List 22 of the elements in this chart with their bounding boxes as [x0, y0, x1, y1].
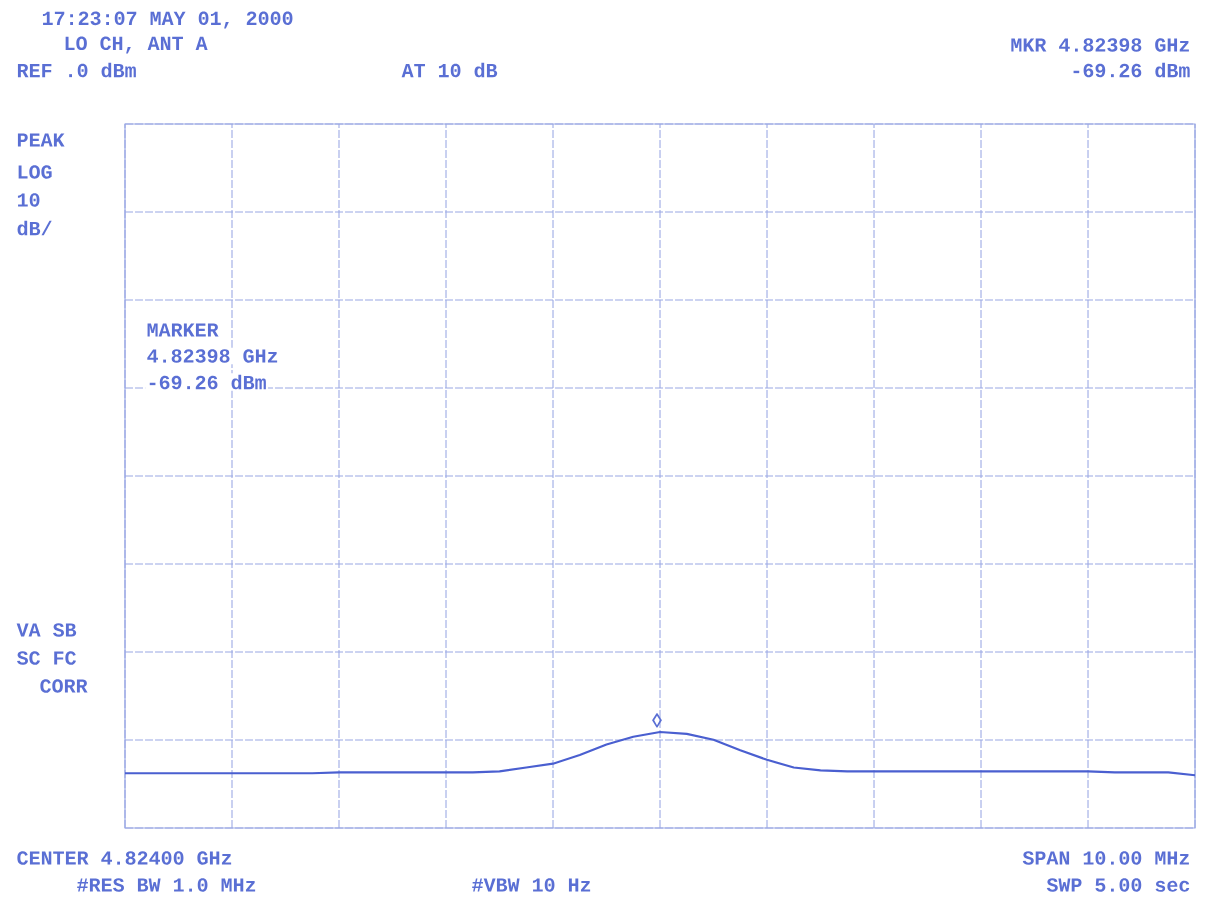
- text: SC FC: [16, 651, 77, 665]
- text: #RES BW 1.0 MHz: [77, 878, 256, 892]
- text: 4.82398 GHz: [147, 349, 278, 363]
- text: ◊: [652, 713, 662, 728]
- text: AT 10 dB: [401, 62, 498, 78]
- text: 10: [17, 193, 40, 207]
- text: CENTER 4.82400 GHz: [17, 851, 232, 865]
- text: SPAN 10.00 MHz: [1022, 851, 1189, 865]
- text: -69.26 dBm: [1073, 62, 1190, 78]
- text: PEAK: [17, 133, 65, 147]
- text: CORR: [40, 679, 88, 693]
- text: LO CH, ANT A: [65, 36, 208, 54]
- text: MKR 4.82398 GHz: [1011, 38, 1189, 52]
- text: -69.26 dBm: [149, 374, 266, 390]
- text: #VBW 10 Hz: [472, 878, 591, 892]
- text: 17:23:07 MAY 01, 2000: [42, 11, 293, 29]
- text: MARKER: [147, 323, 219, 337]
- text: LOG: [18, 165, 52, 179]
- text: dB/: [17, 220, 52, 236]
- text: VA SB: [16, 623, 77, 637]
- text: SWP 5.00 sec: [1046, 878, 1190, 892]
- text: REF .0 dBm: [17, 62, 136, 78]
